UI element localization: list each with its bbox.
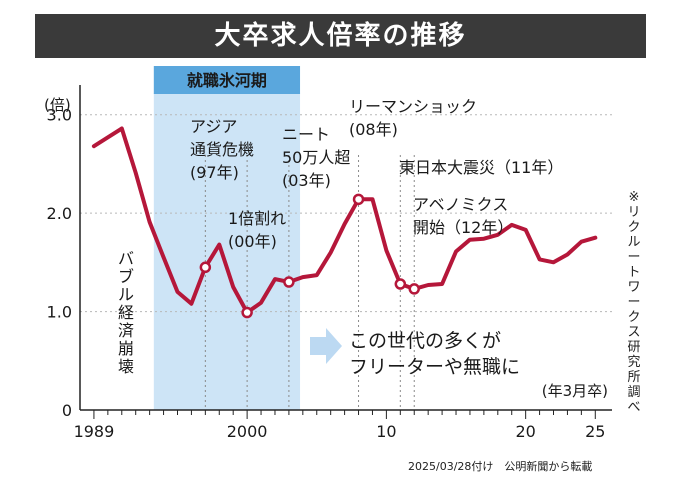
vertical-char: 崩: [117, 339, 134, 358]
x-axis-label: (年3月卒): [542, 382, 608, 400]
event-annotation: (03年): [282, 171, 331, 190]
y-tick-label: 0: [62, 401, 72, 420]
data-point-marker: [283, 276, 295, 288]
x-tick-label: 10: [376, 422, 396, 441]
chart-title: 大卒求人倍率の推移: [214, 21, 467, 51]
data-point-marker: [408, 283, 420, 295]
vertical-char: バ: [117, 249, 134, 268]
credit-note: 2025/03/28付け 公明新聞から転載: [408, 460, 593, 473]
vertical-char: 所: [627, 370, 641, 385]
shaded-period-band: [153, 93, 301, 410]
y-tick-label: 2.0: [47, 204, 72, 223]
source-note: ※ リクルートワークス研究所調べ: [626, 190, 642, 415]
event-annotation: (08年): [349, 120, 398, 139]
x-tick-label: 20: [515, 422, 535, 441]
shaded-period-header: [153, 66, 301, 94]
event-annotation: 1倍割れ: [228, 209, 286, 228]
vertical-char: ワ: [627, 280, 641, 295]
x-tick-label: 1989: [74, 422, 115, 441]
vertical-char: ※: [628, 190, 640, 205]
event-annotation: アジア: [190, 117, 237, 136]
event-annotation: 開始（12年）: [413, 218, 513, 237]
vertical-char: 経: [117, 303, 134, 322]
vertical-char: 究: [627, 355, 641, 370]
vertical-char: ス: [627, 325, 641, 340]
y-tick-label: 1.0: [47, 303, 72, 322]
vertical-char: ル: [627, 235, 641, 250]
event-annotation: 通貨危機: [190, 140, 254, 159]
vertical-char: 研: [627, 340, 641, 355]
y-tick-label: 3.0: [47, 106, 72, 125]
data-point-marker: [199, 261, 212, 274]
bubble-collapse-label: バブル経済崩壊: [117, 250, 135, 376]
vertical-char: ー: [627, 250, 641, 265]
callout-arrow: [310, 328, 342, 364]
title-bar: 大卒求人倍率の推移: [35, 14, 646, 58]
vertical-char: 調: [627, 385, 641, 400]
event-annotation: アベノミクス: [413, 195, 508, 214]
vertical-char: べ: [627, 400, 641, 415]
series-line: [91, 126, 598, 315]
shaded-period-label: 就職氷河期: [187, 71, 267, 90]
vertical-char: ル: [117, 285, 134, 304]
data-point-marker: [241, 306, 253, 319]
x-tick-label: 2000: [227, 422, 268, 441]
vertical-char: リ: [627, 205, 641, 220]
data-point-marker: [394, 278, 407, 290]
event-annotation: 東日本大震災（11年）: [399, 158, 563, 177]
callout-text: フリーターや無職に: [349, 356, 520, 378]
event-annotation: 50万人超: [282, 148, 350, 167]
x-tick-label: 25: [585, 422, 605, 441]
event-annotation: リーマンショック: [349, 97, 477, 116]
vertical-char: ク: [627, 310, 641, 325]
event-annotation: (00年): [228, 232, 277, 251]
callout-text: この世代の多くが: [349, 330, 501, 352]
vertical-char: ブ: [117, 267, 134, 286]
y-axis-label: (倍): [44, 96, 71, 114]
event-annotation: (97年): [190, 163, 239, 182]
vertical-char: 壊: [117, 357, 134, 376]
vertical-char: ー: [627, 295, 641, 310]
vertical-char: 済: [117, 321, 134, 340]
vertical-char: ト: [627, 265, 641, 280]
event-annotation: ニート: [282, 125, 330, 144]
vertical-char: ク: [627, 220, 641, 235]
data-point-marker: [352, 193, 365, 206]
